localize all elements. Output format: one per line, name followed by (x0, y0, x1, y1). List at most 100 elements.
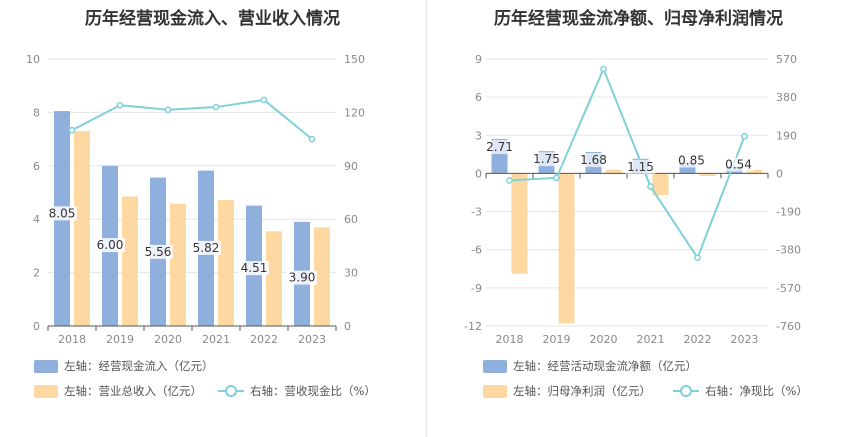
y-right-tick-label: 60 (344, 213, 358, 226)
x-tick-label: 2022 (684, 333, 712, 346)
y-left-tick-label: -3 (471, 206, 482, 219)
data-label-bg (95, 238, 125, 253)
line-series (509, 66, 746, 260)
bar-secondary (122, 196, 138, 326)
data-label: 8.05 (49, 206, 76, 220)
y-right-tick-label: 0 (344, 320, 351, 333)
y-left-tick-label: 6 (33, 160, 40, 173)
data-label-bg (676, 153, 707, 168)
data-label: 2.71 (486, 140, 513, 154)
data-label-bg (191, 240, 221, 255)
x-tick-label: 2021 (637, 333, 665, 346)
line-point (260, 96, 268, 104)
line-point (741, 132, 748, 140)
data-label-bg (625, 159, 656, 174)
y-left-tick-label: -12 (464, 320, 482, 333)
line-point (68, 126, 76, 134)
bar-secondary (314, 227, 330, 326)
chart-title: 历年经营现金流净额、归母净利润情况 (494, 9, 783, 29)
line-point (694, 254, 701, 262)
data-label-bg (47, 206, 77, 221)
legend-swatch (483, 360, 507, 373)
legend-label: 左轴：归母净利润（亿元） (513, 384, 651, 398)
data-label-bg (287, 270, 317, 285)
legend-label: 左轴：经营活动现金流净额（亿元） (513, 359, 697, 373)
line-point (308, 135, 316, 143)
chart-panel-right: 历年经营现金流净额、归母净利润情况 -12 -9 -6 -3 0 3 6 9 -760 -570-… (427, 0, 850, 437)
y-right-tick-label: 380 (776, 91, 797, 104)
y-right-tick-label: -760 (776, 320, 801, 333)
bar-secondary (74, 131, 90, 326)
data-label: 0.85 (678, 154, 705, 168)
legend-swatch (34, 360, 58, 373)
y-left-tick-label: 0 (33, 320, 40, 333)
y-left-tick-label: 4 (33, 213, 40, 226)
y-right-tick-label: 30 (344, 267, 358, 280)
legend-label: 左轴：经营现金流入（亿元） (64, 359, 214, 373)
data-label: 4.51 (241, 261, 268, 275)
legend-label: 右轴：营收现金比（%） (250, 384, 376, 398)
y-right-tick-label: 0 (776, 167, 783, 180)
bar-secondary (218, 199, 234, 326)
y-left-tick-label: 2 (33, 267, 40, 280)
y-left-tick-label: 9 (475, 53, 482, 66)
x-tick-label: 2023 (731, 333, 759, 346)
data-label: 1.68 (580, 153, 607, 167)
data-label: 1.75 (533, 152, 560, 166)
x-tick-label: 2020 (590, 333, 618, 346)
line-point (647, 183, 654, 190)
legend-label: 左轴：营业总收入（亿元） (64, 384, 202, 398)
line-point (506, 177, 513, 184)
chart-canvas: -12 -9 -6 -3 0 3 6 9 -760 -570 -380 -190 0 190 380 570 2… (464, 53, 808, 398)
x-tick-label: 2018 (496, 333, 524, 346)
bar-secondary (746, 169, 763, 174)
line-point (212, 103, 220, 111)
bar-secondary (652, 173, 669, 196)
bar-secondary (266, 231, 282, 326)
y-left-tick-label: 10 (26, 53, 40, 66)
y-left-tick-label: -6 (471, 244, 482, 257)
y-right-tick-label: 120 (344, 106, 365, 119)
data-label: 1.15 (627, 160, 654, 174)
data-label-bg (239, 261, 269, 276)
legend-swatch-marker (225, 385, 237, 397)
data-label: 3.90 (289, 271, 316, 285)
line-point (164, 106, 172, 114)
panel-divider (426, 0, 427, 437)
chart-title: 历年经营现金流入、营业收入情况 (85, 9, 340, 29)
y-right-tick-label: 90 (344, 160, 358, 173)
line-point (116, 101, 124, 109)
line-point (600, 65, 607, 73)
legend-swatch-marker (680, 385, 692, 397)
y-left-tick-label: 0 (475, 167, 482, 180)
y-right-tick-label: 570 (776, 53, 797, 66)
x-tick-label: 2021 (202, 333, 230, 346)
line-point (553, 174, 560, 182)
bar-secondary (605, 169, 622, 174)
data-label-bg (531, 152, 562, 167)
chart-panel-left: 历年经营现金流入、营业收入情况 0 2 4 6 8 10 0 30 60 90 120 150 2018… (26, 9, 376, 398)
x-tick-label: 2022 (250, 333, 278, 346)
y-right-tick-label: -190 (776, 206, 801, 219)
x-tick-label: 2023 (298, 333, 326, 346)
chart-canvas: 0 2 4 6 8 10 0 30 60 90 120 150 2018 2019 2020 2021 2022… (26, 53, 376, 398)
data-label-bg (723, 157, 754, 172)
x-tick-label: 2018 (58, 333, 86, 346)
bar-secondary (511, 173, 528, 274)
x-tick-label: 2019 (106, 333, 134, 346)
y-right-tick-label: 190 (776, 129, 797, 142)
data-label-bg (143, 244, 173, 259)
bar-secondary (558, 173, 575, 324)
data-label-bg (578, 153, 609, 168)
y-left-tick-label: 8 (33, 106, 40, 119)
y-left-tick-label: 6 (475, 91, 482, 104)
data-label-bg (484, 139, 515, 154)
y-left-tick-label: -9 (471, 282, 482, 295)
y-right-tick-label: -380 (776, 244, 801, 257)
data-label: 5.82 (193, 241, 220, 255)
bar-secondary (170, 203, 186, 326)
data-label: 0.54 (725, 158, 752, 172)
legend-label: 右轴：净现比（%） (705, 384, 808, 398)
x-tick-label: 2020 (154, 333, 182, 346)
x-tick-label: 2019 (543, 333, 571, 346)
